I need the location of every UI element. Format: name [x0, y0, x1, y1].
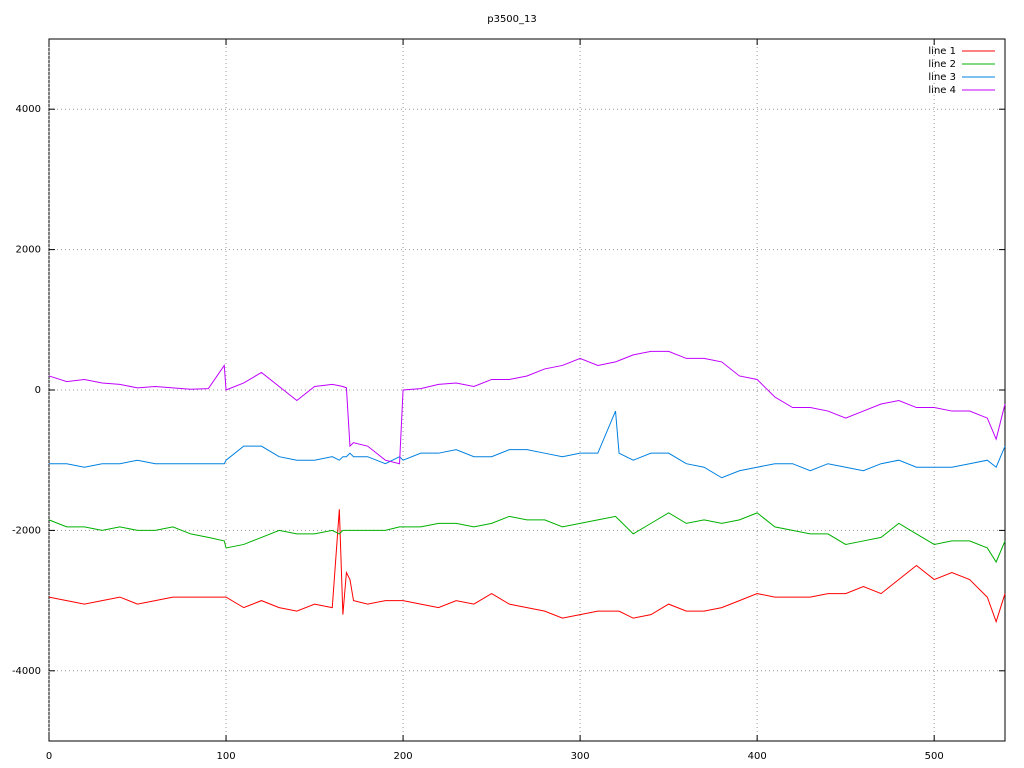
x-tick-label: 500	[925, 751, 944, 762]
legend-label: line 4	[928, 85, 956, 96]
y-tick-label: -4000	[12, 666, 41, 677]
x-tick-label: 400	[748, 751, 767, 762]
x-tick-label: 100	[216, 751, 235, 762]
y-tick-label: 2000	[16, 245, 41, 256]
chart-title: p3500_13	[487, 14, 537, 25]
legend-label: line 2	[928, 59, 956, 70]
series-line	[48, 350, 1006, 465]
series-line	[48, 509, 1006, 624]
x-tick-label: 300	[571, 751, 590, 762]
y-tick-label: 4000	[16, 104, 41, 115]
x-tick-label: 0	[46, 751, 52, 762]
y-tick-label: 0	[35, 385, 41, 396]
series-line	[48, 512, 1006, 564]
legend-label: line 3	[928, 72, 956, 83]
x-tick-label: 200	[394, 751, 413, 762]
legend-label: line 1	[928, 46, 956, 57]
y-tick-label: -2000	[12, 525, 41, 536]
series-line	[49, 410, 1006, 479]
